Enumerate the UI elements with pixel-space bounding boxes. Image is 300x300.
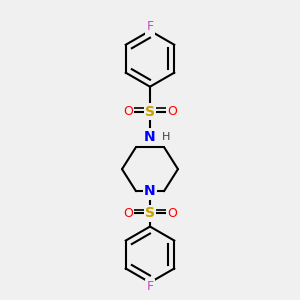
Text: N: N	[144, 184, 156, 198]
Text: O: O	[123, 207, 133, 220]
Text: F: F	[146, 20, 154, 33]
Text: O: O	[167, 105, 177, 118]
Text: S: S	[145, 105, 155, 119]
Text: H: H	[162, 132, 170, 142]
Text: N: N	[144, 130, 156, 144]
Text: S: S	[145, 206, 155, 220]
Text: O: O	[167, 207, 177, 220]
Text: O: O	[123, 105, 133, 118]
Text: F: F	[146, 280, 154, 293]
